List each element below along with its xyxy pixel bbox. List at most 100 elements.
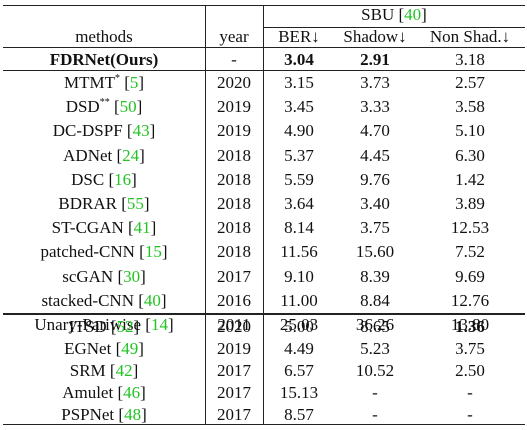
vrule-methods [205, 5, 206, 424]
table-cell-non-shadow: 1.42 [455, 169, 485, 189]
method-superscript: * [114, 73, 120, 84]
table-cell-shadow: 3.33 [360, 97, 390, 117]
table-cell-ber: 4.90 [284, 121, 314, 141]
table-cell-method: DC-DSPF [43] [52, 121, 156, 141]
top-rule [3, 5, 525, 6]
table-cell-method: ITSD [52] [68, 317, 140, 336]
table-cell-method: EGNet [49] [64, 339, 144, 358]
table-cell-method: SRM [42] [69, 361, 139, 380]
citation-reference: 49 [121, 339, 139, 358]
table-cell-ber: 11.00 [280, 290, 318, 310]
citation-reference: 40 [143, 290, 161, 310]
table-cell-year: 2011 [217, 315, 251, 334]
citation-reference: 55 [126, 194, 144, 213]
citation-reference: 43 [132, 121, 150, 141]
method-name: MTMT [63, 73, 115, 92]
method-superscript: ** [99, 97, 110, 109]
table-cell-ber: 5.59 [284, 169, 314, 189]
citation-reference: 46 [123, 383, 141, 402]
method-name: ITSD [68, 317, 107, 336]
table-cell-year: 2017 [217, 383, 251, 402]
table-cell-method: scGAN [30] [62, 266, 146, 286]
table-cell-ber: 4.49 [284, 339, 314, 358]
method-name: DSC [71, 169, 105, 189]
table-cell-year: 2019 [217, 121, 251, 141]
table-cell-year: 2020 [217, 73, 251, 92]
vrule-year [263, 5, 264, 424]
citation-reference: 5 [129, 73, 139, 92]
citation-reference: 15 [144, 242, 162, 262]
table-cell-year: 2018 [217, 242, 251, 262]
dataset-reference: 40 [404, 5, 422, 24]
dataset-header: SBU [40] [361, 5, 427, 24]
citation-reference: 14 [150, 315, 168, 334]
table-cell-method: ST-CGAN [41] [51, 218, 157, 238]
ours-year: - [231, 50, 237, 69]
col-header-shadow: Shadow↓ [343, 27, 407, 46]
citation-reference: 42 [115, 361, 133, 380]
table-cell-ber: 3.64 [284, 194, 314, 213]
table-cell-method: BDRAR [55] [58, 194, 150, 213]
table-cell-non-shadow: 6.30 [455, 145, 485, 165]
table-cell-non-shadow: - [467, 383, 473, 402]
citation-reference: 50 [119, 97, 137, 117]
table-cell-year: 2018 [217, 169, 251, 189]
table-cell-ber: 5.00 [284, 317, 314, 336]
table-cell-shadow: 8.84 [360, 290, 390, 310]
table-cell-shadow: 36.26 [355, 315, 395, 334]
table-cell-shadow: 5.23 [360, 339, 390, 358]
method-name: PSPNet [61, 405, 115, 424]
table-cell-method: DSC [16] [71, 169, 137, 189]
method-name: scGAN [62, 266, 114, 286]
table-cell-year: 2017 [217, 266, 251, 286]
method-name: Unary-Pariwise [34, 315, 142, 334]
citation-reference: 16 [114, 169, 132, 189]
dataset-underline [263, 27, 525, 28]
table-cell-ber: 3.45 [284, 97, 314, 117]
table-cell-method: ADNet [24] [63, 145, 145, 165]
group-separator [3, 313, 525, 315]
table-cell-ber: 8.14 [284, 218, 314, 238]
table-cell-shadow: 3.73 [360, 73, 390, 92]
citation-reference: 48 [124, 405, 142, 424]
table-cell-method: MTMT* [5] [63, 73, 145, 92]
table-cell-ber: 15.13 [279, 383, 319, 402]
table-cell-shadow: 3.40 [360, 194, 390, 213]
citation-reference: 30 [123, 266, 141, 286]
table-cell-year: 2019 [217, 97, 251, 117]
table-cell-non-shadow: 13.80 [450, 315, 490, 334]
citation-reference: 52 [116, 317, 134, 336]
table-cell-ber: 25.03 [279, 315, 319, 334]
table-cell-method: stacked-CNN [40] [41, 290, 167, 310]
method-name: ADNet [63, 145, 113, 165]
table-cell-year: 2016 [217, 290, 251, 310]
citation-reference: 41 [133, 218, 151, 238]
table-cell-year: 2018 [217, 218, 251, 238]
method-name: patched-CNN [40, 242, 135, 262]
table-cell-shadow: 3.75 [360, 218, 390, 238]
table-cell-shadow: 9.76 [360, 169, 390, 189]
table-cell-shadow: 4.45 [360, 145, 390, 165]
table-cell-ber: 9.10 [284, 266, 314, 286]
table-cell-method: PSPNet [48] [61, 405, 147, 424]
table-cell-non-shadow: 3.58 [455, 97, 485, 117]
citation-reference: 24 [122, 145, 140, 165]
table-cell-shadow: - [372, 405, 378, 424]
bottom-rule [3, 424, 525, 425]
table-cell-non-shadow: - [467, 405, 473, 424]
table-cell-year: 2019 [217, 339, 251, 358]
table-cell-shadow: 8.65 [360, 317, 390, 336]
method-name: DC-DSPF [52, 121, 123, 141]
col-header-year: year [219, 27, 249, 46]
method-name: stacked-CNN [41, 290, 134, 310]
table-cell-non-shadow: 1.36 [455, 317, 485, 336]
ours-method: FDRNet(Ours) [49, 50, 159, 69]
table-cell-non-shadow: 2.57 [455, 73, 485, 92]
table-cell-ber: 8.57 [284, 405, 314, 424]
col-header-non-shadow: Non Shad.↓ [429, 27, 511, 46]
table-cell-shadow: 15.60 [355, 242, 395, 262]
ours-non-shadow: 3.18 [455, 50, 485, 69]
header-rule [3, 47, 525, 48]
table-cell-non-shadow: 7.52 [455, 242, 485, 262]
method-name: BDRAR [58, 194, 117, 213]
